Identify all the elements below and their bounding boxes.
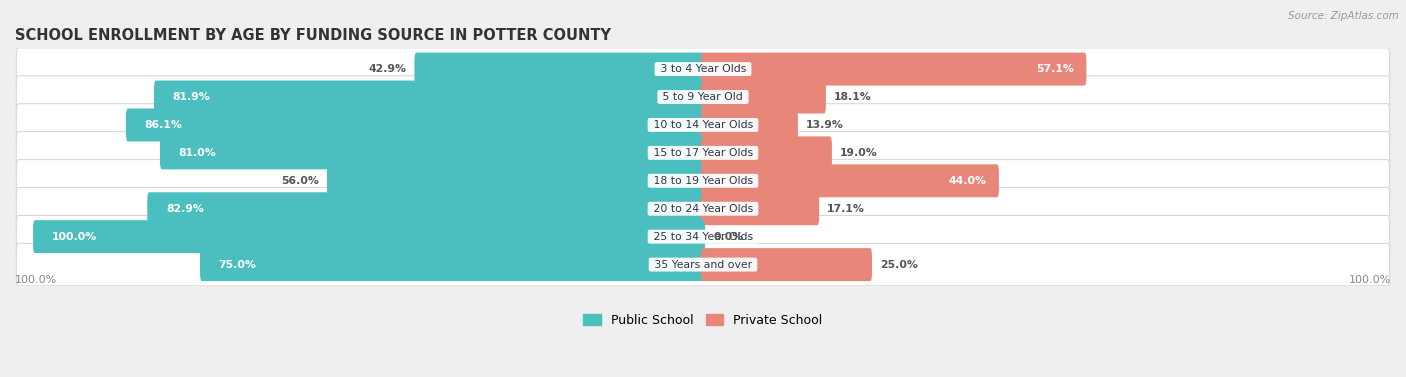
FancyBboxPatch shape bbox=[702, 53, 1087, 86]
FancyBboxPatch shape bbox=[32, 220, 704, 253]
FancyBboxPatch shape bbox=[702, 164, 998, 197]
Legend: Public School, Private School: Public School, Private School bbox=[578, 308, 828, 331]
Text: 100.0%: 100.0% bbox=[15, 275, 58, 285]
Text: 19.0%: 19.0% bbox=[839, 148, 877, 158]
FancyBboxPatch shape bbox=[702, 81, 825, 113]
Text: 20 to 24 Year Olds: 20 to 24 Year Olds bbox=[650, 204, 756, 214]
Text: 100.0%: 100.0% bbox=[1348, 275, 1391, 285]
FancyBboxPatch shape bbox=[17, 215, 1389, 258]
FancyBboxPatch shape bbox=[127, 109, 704, 141]
Text: 0.0%: 0.0% bbox=[713, 231, 744, 242]
FancyBboxPatch shape bbox=[153, 81, 704, 113]
FancyBboxPatch shape bbox=[17, 187, 1389, 230]
Text: 15 to 17 Year Olds: 15 to 17 Year Olds bbox=[650, 148, 756, 158]
FancyBboxPatch shape bbox=[148, 192, 704, 225]
Text: 35 Years and over: 35 Years and over bbox=[651, 260, 755, 270]
FancyBboxPatch shape bbox=[415, 53, 704, 86]
FancyBboxPatch shape bbox=[200, 248, 704, 281]
FancyBboxPatch shape bbox=[17, 104, 1389, 146]
Text: 25 to 34 Year Olds: 25 to 34 Year Olds bbox=[650, 231, 756, 242]
Text: 3 to 4 Year Olds: 3 to 4 Year Olds bbox=[657, 64, 749, 74]
Text: 18 to 19 Year Olds: 18 to 19 Year Olds bbox=[650, 176, 756, 186]
FancyBboxPatch shape bbox=[17, 132, 1389, 174]
FancyBboxPatch shape bbox=[17, 244, 1389, 286]
FancyBboxPatch shape bbox=[328, 164, 704, 197]
FancyBboxPatch shape bbox=[17, 76, 1389, 118]
FancyBboxPatch shape bbox=[702, 109, 797, 141]
FancyBboxPatch shape bbox=[160, 136, 704, 169]
Text: SCHOOL ENROLLMENT BY AGE BY FUNDING SOURCE IN POTTER COUNTY: SCHOOL ENROLLMENT BY AGE BY FUNDING SOUR… bbox=[15, 28, 612, 43]
Text: 25.0%: 25.0% bbox=[880, 260, 918, 270]
Text: 10 to 14 Year Olds: 10 to 14 Year Olds bbox=[650, 120, 756, 130]
Text: 81.9%: 81.9% bbox=[173, 92, 211, 102]
FancyBboxPatch shape bbox=[17, 48, 1389, 90]
FancyBboxPatch shape bbox=[702, 136, 832, 169]
Text: 82.9%: 82.9% bbox=[166, 204, 204, 214]
Text: 5 to 9 Year Old: 5 to 9 Year Old bbox=[659, 92, 747, 102]
Text: 44.0%: 44.0% bbox=[949, 176, 987, 186]
Text: 13.9%: 13.9% bbox=[806, 120, 844, 130]
Text: 75.0%: 75.0% bbox=[219, 260, 257, 270]
Text: 17.1%: 17.1% bbox=[827, 204, 865, 214]
Text: 56.0%: 56.0% bbox=[281, 176, 319, 186]
Text: 100.0%: 100.0% bbox=[52, 231, 97, 242]
Text: 81.0%: 81.0% bbox=[179, 148, 217, 158]
Text: 42.9%: 42.9% bbox=[368, 64, 406, 74]
Text: Source: ZipAtlas.com: Source: ZipAtlas.com bbox=[1288, 11, 1399, 21]
FancyBboxPatch shape bbox=[17, 159, 1389, 202]
FancyBboxPatch shape bbox=[702, 192, 820, 225]
Text: 57.1%: 57.1% bbox=[1036, 64, 1074, 74]
Text: 18.1%: 18.1% bbox=[834, 92, 872, 102]
FancyBboxPatch shape bbox=[702, 248, 872, 281]
Text: 86.1%: 86.1% bbox=[145, 120, 183, 130]
